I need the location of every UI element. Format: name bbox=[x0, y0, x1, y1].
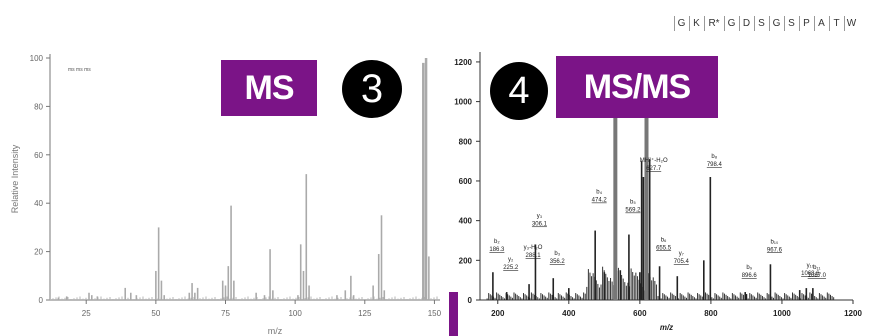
y-tick-label: 1000 bbox=[454, 98, 472, 107]
peak-annotation-ion: y₃ bbox=[537, 213, 543, 219]
sequence-residue: A bbox=[814, 16, 828, 31]
x-tick-label: 75 bbox=[221, 309, 230, 318]
ms-badge: MS bbox=[221, 60, 317, 116]
x-tick-label: 25 bbox=[82, 309, 91, 318]
x-tick-label: 100 bbox=[288, 309, 302, 318]
sequence-residue: R* bbox=[704, 16, 723, 31]
peak-annotation-ion: y₃-H₂O bbox=[524, 245, 543, 251]
peak-annotation-ion: b₉ bbox=[746, 265, 752, 271]
peak-annotation-ion: b₄ bbox=[596, 190, 602, 196]
step-4-marker: 4 bbox=[490, 62, 548, 120]
y-tick-label: 200 bbox=[459, 256, 473, 265]
ms-spectrum-chart: 0 20 40 60 80 100 25 50 75 100 125 150 Relative Inte… bbox=[10, 54, 442, 336]
accent-bar bbox=[449, 292, 458, 336]
y-tick-label: 0 bbox=[468, 296, 473, 305]
sequence-residue: P bbox=[799, 16, 813, 31]
peak-annotation-ion: b₆ bbox=[661, 237, 667, 243]
x-axis-label: m/z bbox=[268, 326, 283, 336]
y-tick-label: 100 bbox=[30, 54, 44, 63]
sequence-residue: S bbox=[784, 16, 798, 31]
peak-annotation-value: 655.5 bbox=[656, 245, 672, 251]
peak-annotation-ion: b₅ bbox=[630, 200, 636, 206]
peak-annotation-ion: b₁₀ bbox=[771, 239, 779, 245]
x-tick-label: 400 bbox=[562, 309, 576, 318]
peak-annotation-value: 225.2 bbox=[503, 265, 519, 271]
legend-text: ms ms ms bbox=[68, 67, 91, 73]
y-tick-label: 40 bbox=[34, 199, 43, 208]
sequence-residue: W bbox=[844, 16, 858, 31]
step-3-marker: 3 bbox=[342, 60, 402, 118]
msms-badge: MS/MS bbox=[556, 56, 718, 118]
peak-annotation-value: 627.7 bbox=[646, 166, 662, 172]
y-tick-label: 600 bbox=[459, 177, 473, 186]
x-tick-label: 800 bbox=[704, 309, 718, 318]
y-tick-label: 400 bbox=[459, 217, 473, 226]
peak-annotation-ion: b₃ bbox=[554, 251, 560, 257]
x-axis-label: m/z bbox=[660, 323, 673, 332]
y-tick-label: 800 bbox=[459, 137, 473, 146]
peak-annotation-value: 1068.6 bbox=[801, 271, 820, 277]
peak-annotation-value: 569.2 bbox=[625, 208, 641, 214]
peak-annotation-ion: b₈ bbox=[711, 154, 717, 160]
peak-annotation-ion: y₇ bbox=[679, 251, 684, 257]
sequence-residue: K bbox=[689, 16, 703, 31]
x-tick-label: 200 bbox=[491, 309, 505, 318]
peak-annotation-value: 967.6 bbox=[767, 247, 783, 253]
peak-annotation-ion: y₁₀ bbox=[807, 263, 815, 269]
sequence-residue: T bbox=[829, 16, 843, 31]
sequence-residue: G bbox=[724, 16, 738, 31]
y-tick-label: 1200 bbox=[454, 58, 472, 67]
y-tick-label: 60 bbox=[34, 151, 43, 160]
peak-annotation-value: 896.6 bbox=[742, 273, 758, 279]
sequence-residue: G bbox=[674, 16, 688, 31]
peak-annotation-value: 356.2 bbox=[550, 259, 566, 265]
sequence-residue: S bbox=[754, 16, 768, 31]
y-tick-label: 0 bbox=[39, 296, 44, 305]
peak-annotation-value: 705.4 bbox=[674, 259, 690, 265]
sequence-residue: D bbox=[739, 16, 753, 31]
x-tick-label: 50 bbox=[151, 309, 160, 318]
peak-annotation-value: 474.2 bbox=[592, 198, 608, 204]
peak-annotation-ion: b₁₁ bbox=[813, 265, 820, 271]
x-tick-label: 150 bbox=[428, 309, 442, 318]
y-tick-label: 80 bbox=[34, 102, 43, 111]
peak-annotation-value: 798.4 bbox=[707, 162, 723, 168]
peak-annotation-value: 306.1 bbox=[532, 221, 548, 227]
peak-annotation-ion: MH²⁺-H₂O bbox=[640, 157, 668, 164]
peak-annotation-value: 1087.0 bbox=[808, 273, 827, 279]
peak-annotation-ion: y₂ bbox=[508, 257, 514, 263]
y-tick-label: 20 bbox=[34, 248, 43, 257]
sequence-residue: G bbox=[769, 16, 783, 31]
x-tick-label: 1200 bbox=[844, 309, 862, 318]
x-tick-label: 125 bbox=[358, 309, 372, 318]
peak-annotation-value: 288.1 bbox=[526, 253, 542, 259]
peak-annotation-value: 186.3 bbox=[489, 247, 505, 253]
peak-annotation-ion: b₂ bbox=[494, 239, 500, 245]
y-axis-label: Relative Intensity bbox=[10, 144, 20, 213]
x-tick-label: 600 bbox=[633, 309, 647, 318]
x-tick-label: 1000 bbox=[773, 309, 791, 318]
